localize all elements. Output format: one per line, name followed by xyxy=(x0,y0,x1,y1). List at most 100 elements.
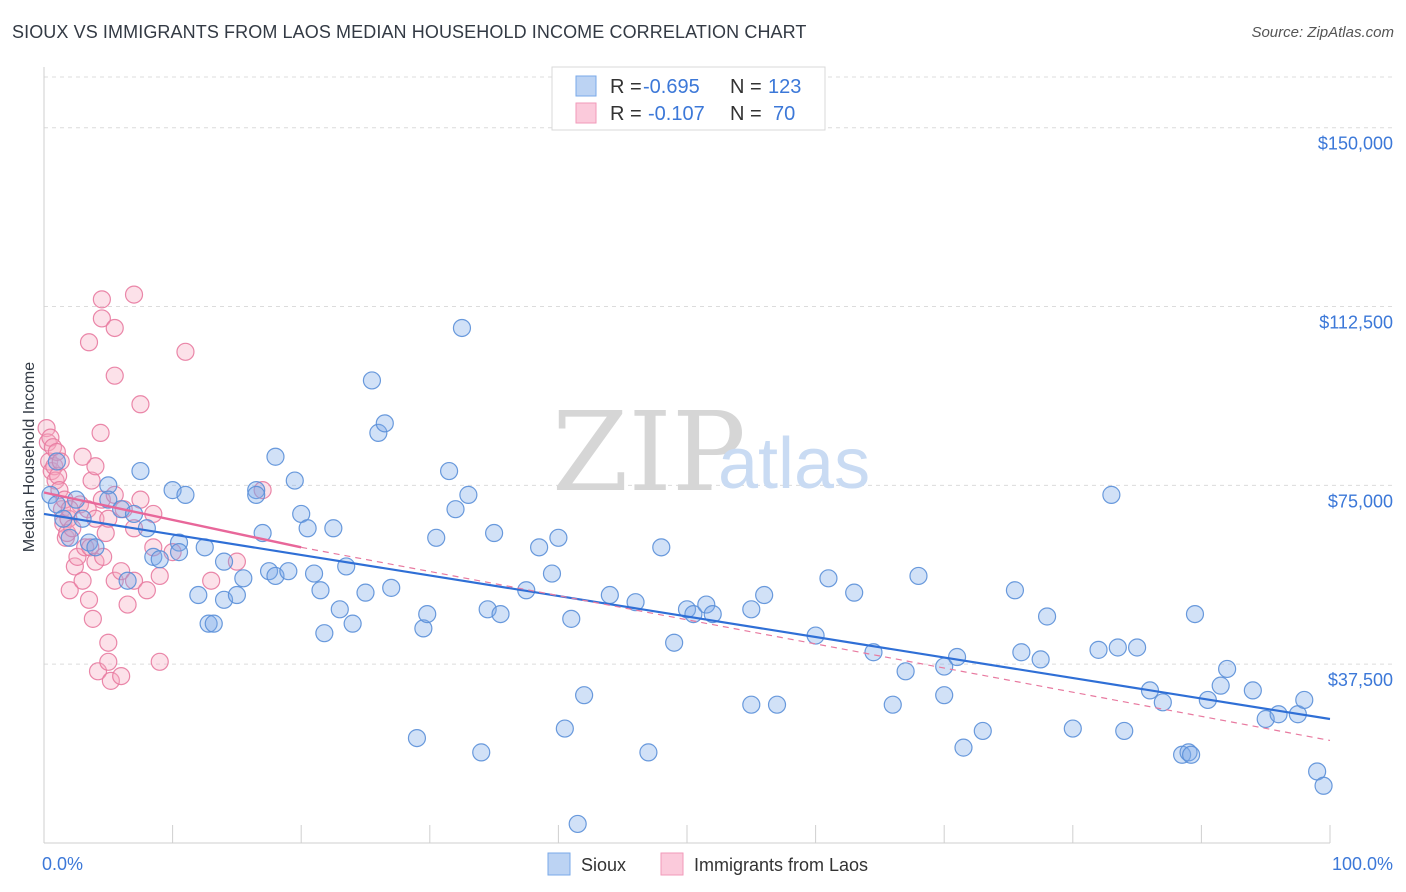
series-sioux-points xyxy=(41,318,1333,834)
laos-point xyxy=(79,590,99,609)
laos-point xyxy=(68,547,87,566)
sioux-point xyxy=(665,633,684,652)
sioux-point xyxy=(343,614,362,633)
sioux-point xyxy=(150,550,169,569)
sioux-point xyxy=(530,538,549,557)
y-tick-label-0: $37,500 xyxy=(1328,670,1393,690)
sioux-point xyxy=(330,600,349,619)
sioux-point xyxy=(542,564,562,583)
laos-point xyxy=(92,290,111,309)
laos-point xyxy=(86,457,105,476)
sioux-point xyxy=(954,738,973,757)
sioux-point xyxy=(311,581,330,600)
sioux-point xyxy=(189,585,208,605)
sioux-point xyxy=(1102,485,1121,504)
sioux-point xyxy=(131,461,150,481)
watermark-zip: ZIP xyxy=(552,388,746,516)
legend-laos-r-label: R = xyxy=(610,103,642,125)
sioux-point xyxy=(452,318,472,338)
sioux-point xyxy=(1031,650,1050,669)
laos-point xyxy=(105,571,124,590)
sioux-point xyxy=(1012,643,1031,662)
sioux-point xyxy=(1295,690,1314,710)
sioux-point xyxy=(1243,681,1262,700)
sioux-point xyxy=(1108,638,1127,657)
sioux-point xyxy=(60,528,79,547)
laos-point xyxy=(227,552,246,571)
sioux-point xyxy=(896,662,915,681)
sioux-point xyxy=(883,695,902,714)
sioux-point xyxy=(1185,604,1205,624)
sioux-point xyxy=(472,743,491,762)
laos-trend-line-extension xyxy=(301,546,1331,742)
laos-point xyxy=(79,333,99,352)
legend-laos-n-value: 70 xyxy=(773,103,795,125)
sioux-point xyxy=(315,624,334,643)
sioux-point xyxy=(1269,705,1288,724)
y-tick-label-2: $112,500 xyxy=(1319,313,1393,333)
sioux-point xyxy=(1182,745,1201,764)
sioux-point xyxy=(99,490,118,509)
series-laos-points xyxy=(37,285,272,690)
laos-point xyxy=(82,471,101,490)
watermark: ZIP atlas xyxy=(552,388,870,516)
sioux-point xyxy=(639,743,658,762)
sioux-point xyxy=(266,447,285,466)
sioux-point xyxy=(418,604,437,624)
sioux-point xyxy=(1005,581,1025,600)
sioux-point xyxy=(1179,743,1198,762)
x-tick-labels: 0.0% 100.0% xyxy=(42,854,1393,874)
bottom-legend-laos-label: Immigrants from Laos xyxy=(694,855,868,875)
laos-point xyxy=(83,609,102,628)
sioux-point xyxy=(1037,607,1057,626)
laos-point xyxy=(92,309,111,328)
sioux-point xyxy=(298,519,317,538)
legend-laos-r-value: -0.107 xyxy=(648,103,705,125)
laos-point xyxy=(137,581,156,600)
sioux-point xyxy=(555,719,574,738)
laos-point xyxy=(118,595,137,614)
laos-point xyxy=(150,652,169,671)
sioux-point xyxy=(568,814,587,834)
sioux-point xyxy=(446,500,465,519)
laos-point xyxy=(105,318,124,338)
sioux-point xyxy=(935,686,954,705)
sioux-point xyxy=(356,583,375,602)
sioux-point xyxy=(176,485,195,504)
sioux-point xyxy=(485,523,504,543)
sioux-point xyxy=(414,619,433,638)
x-tick-label-1: 100.0% xyxy=(1332,854,1393,874)
sioux-point xyxy=(742,695,761,714)
laos-point xyxy=(47,442,66,462)
sioux-point xyxy=(118,571,137,590)
sioux-point xyxy=(47,452,66,471)
x-tick-label-0: 0.0% xyxy=(42,854,83,874)
laos-point xyxy=(112,562,131,581)
sioux-point xyxy=(549,528,568,547)
sioux-point xyxy=(947,647,967,667)
sioux-point xyxy=(1115,721,1134,741)
sioux-point xyxy=(169,533,189,552)
laos-point xyxy=(150,566,169,586)
sioux-point xyxy=(375,414,394,433)
legend-laos-n-label: N = xyxy=(730,103,762,125)
sioux-point xyxy=(819,569,838,588)
laos-point xyxy=(60,581,79,600)
laos-trend-line xyxy=(43,491,302,549)
sioux-point xyxy=(626,593,645,612)
sioux-point xyxy=(1127,638,1147,657)
sioux-point xyxy=(575,686,594,705)
laos-point xyxy=(105,366,124,385)
laos-point xyxy=(73,571,92,590)
sioux-point xyxy=(1211,676,1230,695)
laos-point xyxy=(176,342,195,361)
chart-source: Source: ZipAtlas.com xyxy=(1251,24,1394,41)
sioux-point xyxy=(845,583,864,602)
sioux-point xyxy=(214,552,234,571)
sioux-point xyxy=(199,614,218,633)
sioux-point xyxy=(137,519,156,538)
sioux-point xyxy=(304,564,324,583)
laos-point xyxy=(37,419,56,438)
sioux-trend-line xyxy=(43,512,1331,721)
